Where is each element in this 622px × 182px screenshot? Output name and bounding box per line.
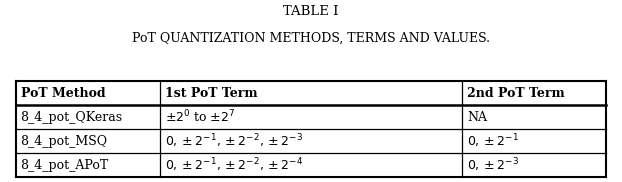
Text: 8_4_pot_QKeras: 8_4_pot_QKeras [21,111,123,124]
Text: 8_4_pot_APoT: 8_4_pot_APoT [21,159,109,172]
Text: PoT Method: PoT Method [21,87,105,100]
Text: $0, \pm2^{-1}, \pm2^{-2}, \pm2^{-4}$: $0, \pm2^{-1}, \pm2^{-2}, \pm2^{-4}$ [165,157,303,174]
Text: PoT QUANTIZATION METHODS, TERMS AND VALUES.: PoT QUANTIZATION METHODS, TERMS AND VALU… [132,32,490,45]
Text: 8_4_pot_MSQ: 8_4_pot_MSQ [21,135,108,148]
Text: NA: NA [467,111,487,124]
Text: $0, \pm2^{-1}, \pm2^{-2}, \pm2^{-3}$: $0, \pm2^{-1}, \pm2^{-2}, \pm2^{-3}$ [165,132,303,150]
Text: 2nd PoT Term: 2nd PoT Term [467,87,565,100]
Text: TABLE I: TABLE I [283,5,339,17]
Text: 1st PoT Term: 1st PoT Term [165,87,258,100]
Text: $0, \pm2^{-1}$: $0, \pm2^{-1}$ [467,132,519,150]
Text: $0, \pm2^{-3}$: $0, \pm2^{-3}$ [467,157,519,174]
Text: $\pm2^0$ to $\pm2^7$: $\pm2^0$ to $\pm2^7$ [165,109,235,125]
